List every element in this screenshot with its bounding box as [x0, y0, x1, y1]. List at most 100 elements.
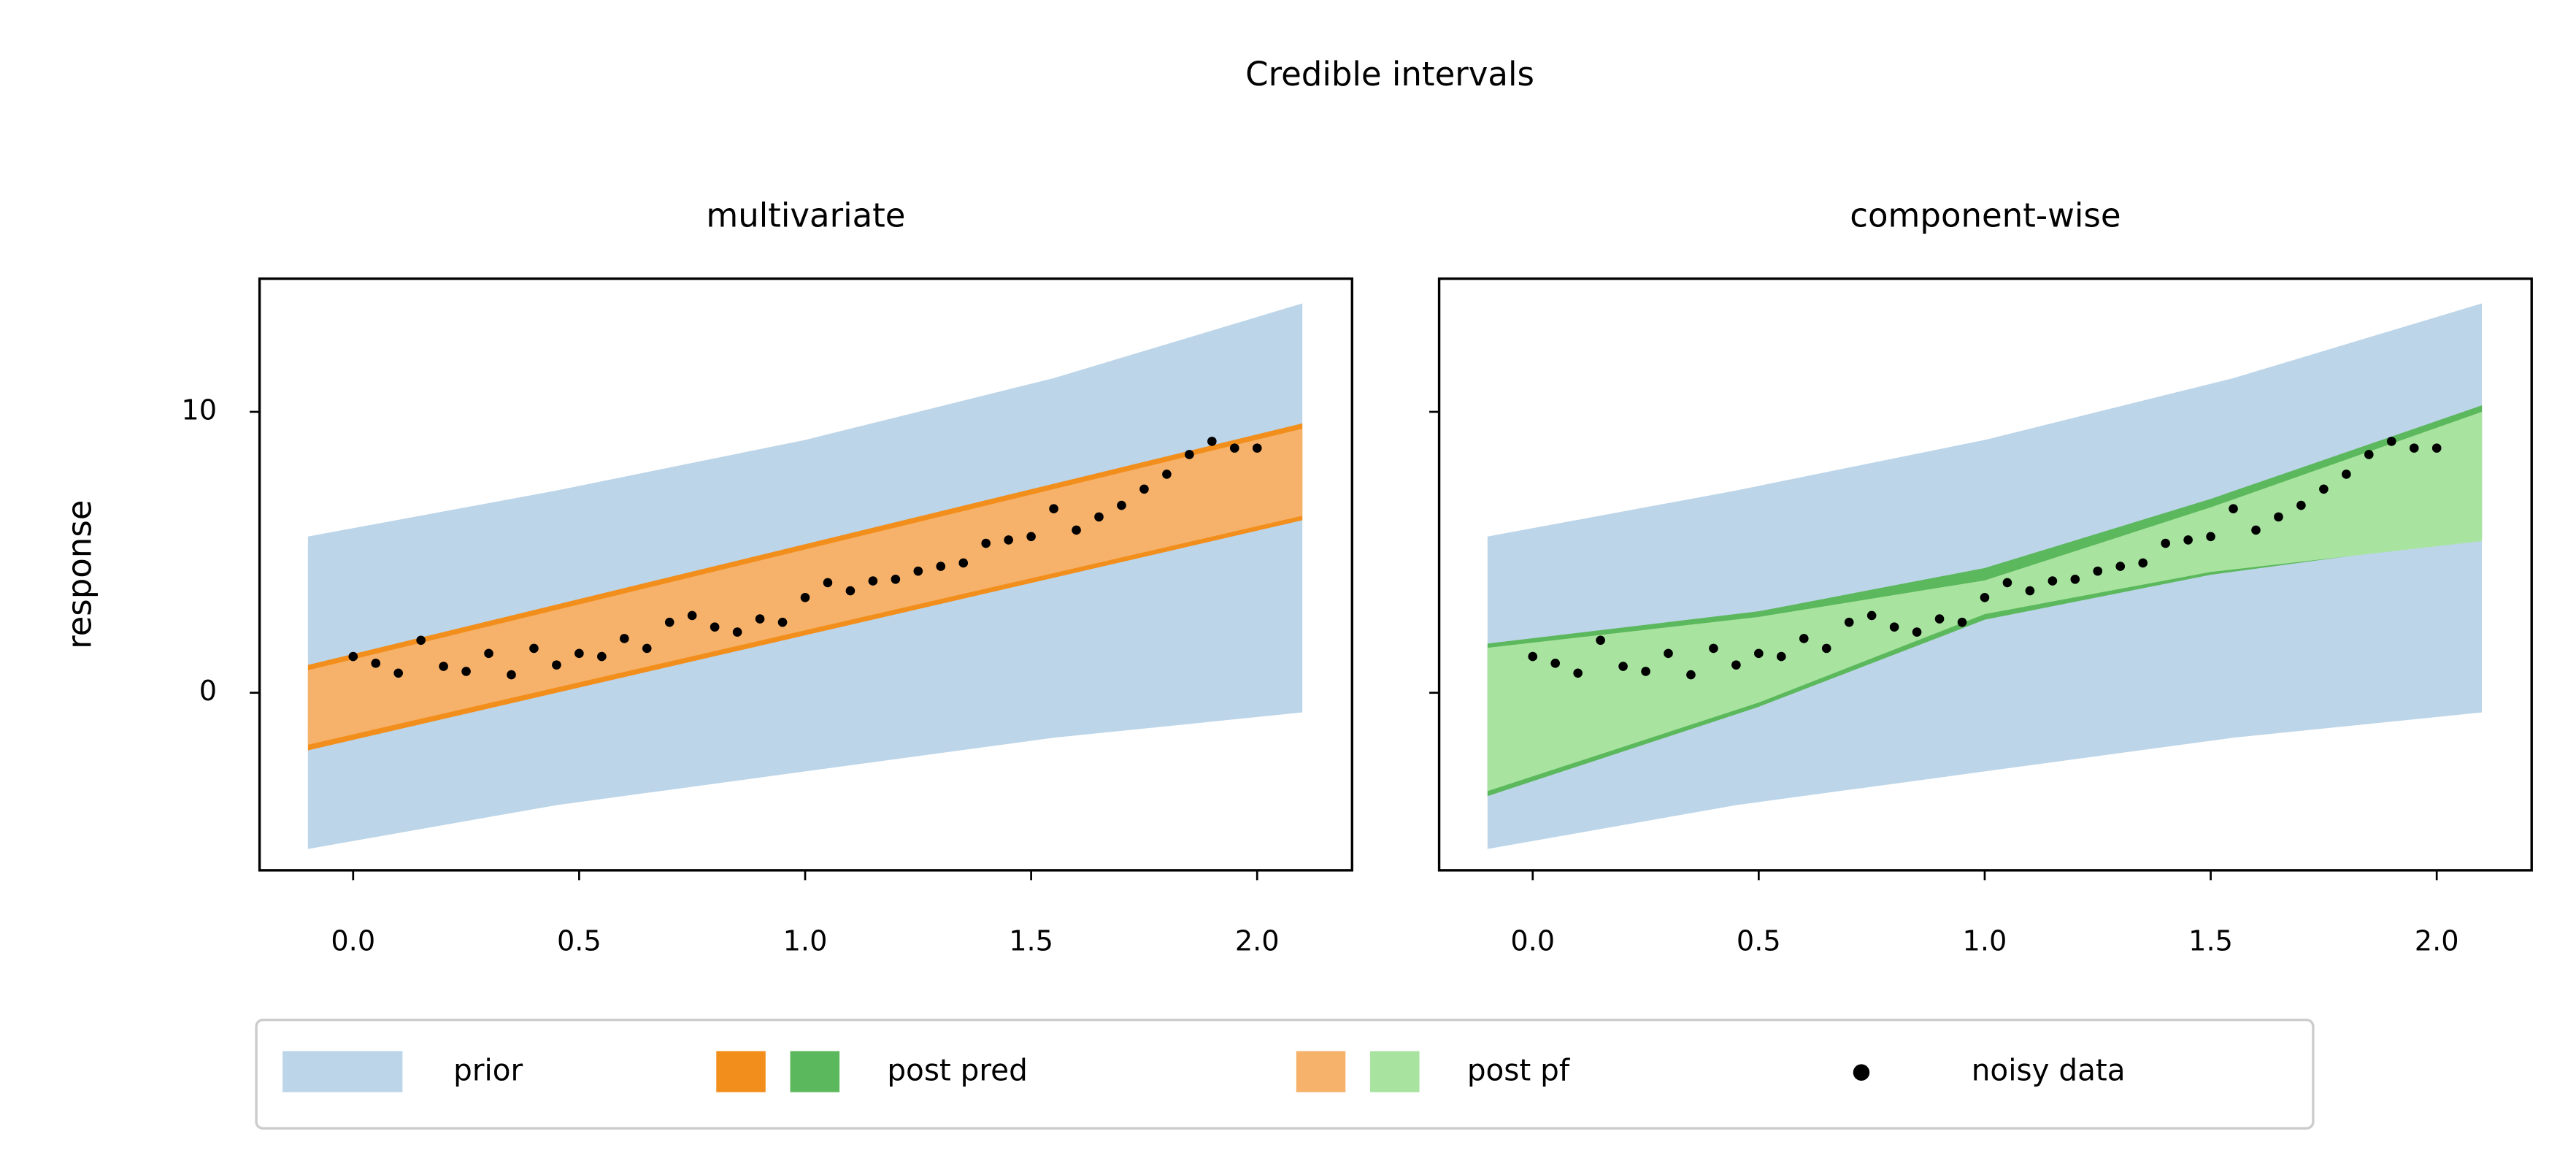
data-point — [2025, 586, 2035, 596]
data-point — [1686, 670, 1696, 680]
x-tick-label: 0.0 — [1510, 924, 1555, 957]
legend-swatch — [282, 1051, 403, 1092]
x-tick-label: 1.5 — [2188, 924, 2233, 957]
data-point — [777, 617, 788, 627]
data-point — [1777, 651, 1786, 662]
data-point — [2431, 443, 2442, 453]
data-point — [664, 617, 674, 627]
data-point — [1731, 660, 1741, 670]
data-point — [1229, 443, 1239, 453]
data-point — [1596, 635, 1605, 646]
data-point — [1821, 643, 1831, 654]
data-point — [620, 634, 629, 643]
subplot-title: component-wise — [1850, 196, 2121, 234]
data-point — [529, 643, 539, 654]
data-point — [642, 643, 652, 654]
data-point — [2342, 470, 2351, 479]
legend-label: noisy data — [1972, 1053, 2126, 1088]
data-point — [597, 651, 607, 662]
data-point — [1139, 484, 1149, 494]
data-point — [1934, 614, 1945, 624]
data-point — [2319, 484, 2329, 494]
x-tick-label: 0.5 — [557, 924, 601, 957]
data-point — [2296, 500, 2306, 510]
data-point — [2161, 538, 2170, 548]
data-point — [1207, 437, 1217, 446]
data-point — [1550, 659, 1561, 668]
data-point — [845, 586, 856, 596]
data-point — [348, 651, 358, 662]
x-tick-label: 0.0 — [331, 924, 375, 957]
data-point — [1094, 512, 1104, 522]
legend-label: post pf — [1467, 1053, 1571, 1088]
legend-label: prior — [453, 1053, 523, 1088]
data-point — [710, 622, 720, 632]
x-tick-label: 1.0 — [783, 924, 828, 957]
data-point — [484, 648, 493, 659]
data-point — [1664, 648, 1673, 659]
data-point — [2386, 437, 2396, 446]
data-point — [393, 668, 404, 678]
data-point — [1641, 667, 1650, 676]
legend-frame — [255, 1018, 2315, 1130]
y-tick-label: 10 — [181, 394, 217, 426]
legend-swatch — [1370, 1051, 1420, 1092]
data-point — [1573, 668, 1583, 678]
subplot: component-wise 0.0 0.5 1.0 1.5 2.0 — [1429, 196, 2533, 957]
data-point — [1912, 627, 1922, 637]
data-point — [2409, 443, 2419, 453]
data-point — [416, 635, 426, 646]
data-point — [2206, 532, 2215, 542]
data-point — [2138, 558, 2148, 568]
x-tick-label: 2.0 — [2415, 924, 2459, 957]
x-tick-label: 0.5 — [1737, 924, 1781, 957]
data-point — [1754, 648, 1764, 659]
subplot: multivariate response 0.0 0.5 1.0 1.5 2.0 0 10 — [61, 196, 1353, 957]
data-point — [868, 576, 878, 586]
data-point — [1618, 662, 1628, 671]
data-point — [1049, 504, 1058, 514]
data-point — [1162, 470, 1172, 479]
x-tick-label: 1.5 — [1009, 924, 1053, 957]
data-point — [891, 574, 901, 584]
data-point — [913, 566, 923, 576]
legend-marker — [1853, 1064, 1870, 1081]
legend: prior post pred post pf noisy data — [255, 1018, 2315, 1130]
legend-label: post pred — [887, 1053, 1027, 1088]
data-point — [981, 538, 991, 548]
data-point — [2229, 504, 2238, 514]
data-point — [2274, 512, 2283, 522]
data-point — [936, 562, 946, 571]
data-point — [2183, 535, 2193, 545]
data-point — [1026, 532, 1036, 542]
data-point — [687, 610, 697, 621]
data-point — [1117, 500, 1126, 510]
data-point — [2002, 578, 2012, 588]
data-point — [1957, 617, 1967, 627]
data-point — [2364, 450, 2374, 459]
data-point — [2070, 574, 2080, 584]
legend-swatch — [1296, 1051, 1346, 1092]
data-point — [507, 670, 516, 680]
data-point — [1709, 643, 1718, 654]
data-point — [1004, 535, 1013, 545]
data-point — [2048, 576, 2058, 586]
data-point — [2093, 566, 2103, 576]
data-point — [755, 614, 765, 624]
data-point — [371, 659, 381, 668]
subplot-title: multivariate — [706, 196, 905, 234]
x-tick-label: 2.0 — [1235, 924, 1280, 957]
x-tick-label: 1.0 — [1963, 924, 2007, 957]
data-point — [958, 558, 969, 568]
legend-swatch — [716, 1051, 766, 1092]
data-point — [800, 592, 810, 602]
data-point — [1528, 651, 1538, 662]
y-axis-label: response — [61, 500, 99, 649]
data-point — [2251, 525, 2261, 535]
data-point — [552, 660, 561, 670]
data-point — [574, 648, 584, 659]
figure-title: Credible intervals — [1245, 55, 1534, 93]
data-point — [1844, 617, 1854, 627]
data-point — [732, 627, 742, 637]
